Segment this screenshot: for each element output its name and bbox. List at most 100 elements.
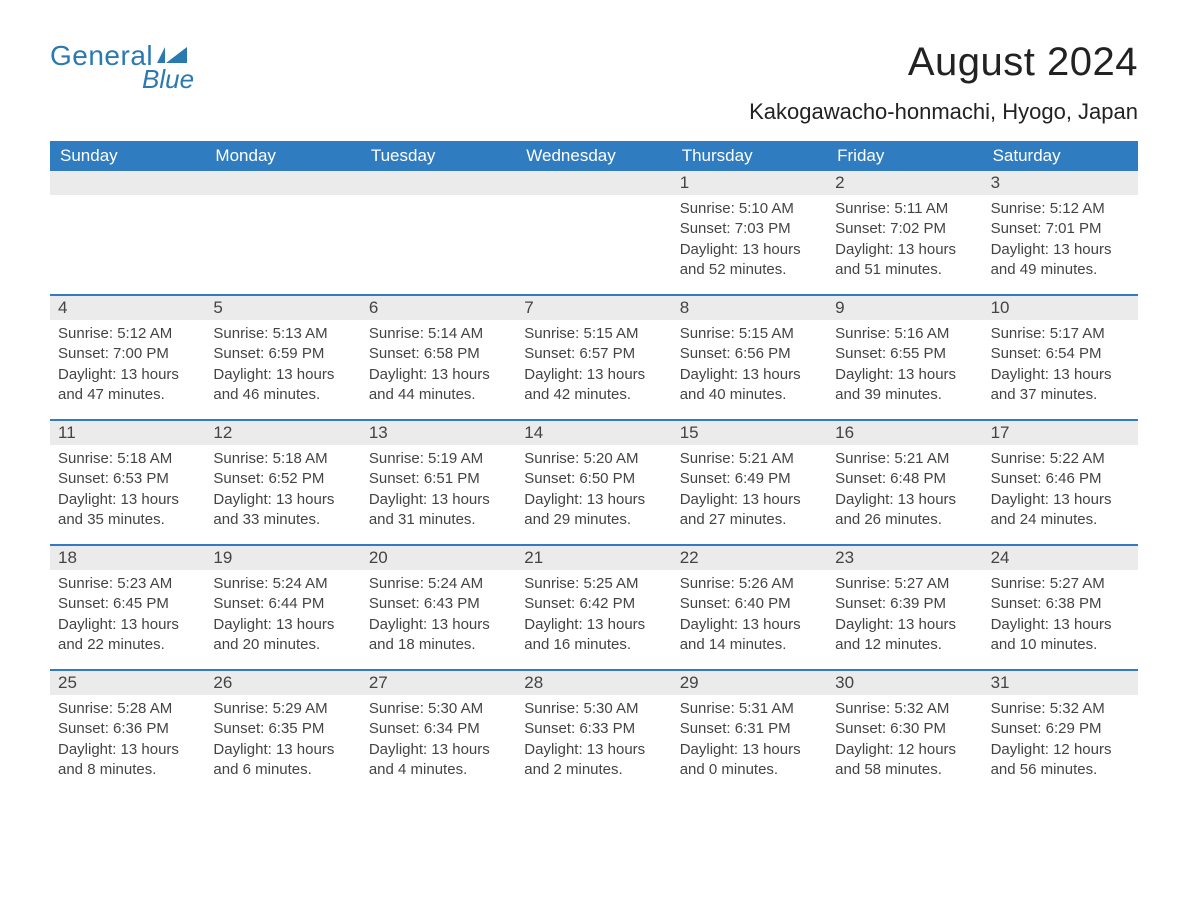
cell-body: Sunrise: 5:24 AMSunset: 6:43 PMDaylight:… bbox=[361, 570, 516, 669]
sunrise-text: Sunrise: 5:24 AM bbox=[369, 574, 508, 594]
date-number: 12 bbox=[205, 421, 360, 445]
calendar-cell: 14Sunrise: 5:20 AMSunset: 6:50 PMDayligh… bbox=[516, 421, 671, 544]
calendar-cell: 19Sunrise: 5:24 AMSunset: 6:44 PMDayligh… bbox=[205, 546, 360, 669]
sunrise-text: Sunrise: 5:17 AM bbox=[991, 324, 1130, 344]
calendar-cell: 7Sunrise: 5:15 AMSunset: 6:57 PMDaylight… bbox=[516, 296, 671, 419]
sunrise-text: Sunrise: 5:32 AM bbox=[835, 699, 974, 719]
sunrise-text: Sunrise: 5:21 AM bbox=[680, 449, 819, 469]
sunrise-text: Sunrise: 5:16 AM bbox=[835, 324, 974, 344]
sunset-text: Sunset: 7:03 PM bbox=[680, 219, 819, 239]
sunset-text: Sunset: 6:36 PM bbox=[58, 719, 197, 739]
day-header: Thursday bbox=[672, 141, 827, 171]
day-header: Friday bbox=[827, 141, 982, 171]
cell-body: Sunrise: 5:15 AMSunset: 6:56 PMDaylight:… bbox=[672, 320, 827, 419]
daylight-text: Daylight: 13 hours and 0 minutes. bbox=[680, 740, 819, 781]
date-number bbox=[205, 171, 360, 195]
date-number: 23 bbox=[827, 546, 982, 570]
cell-body: Sunrise: 5:19 AMSunset: 6:51 PMDaylight:… bbox=[361, 445, 516, 544]
sunset-text: Sunset: 6:57 PM bbox=[524, 344, 663, 364]
cell-body bbox=[50, 195, 205, 213]
daylight-text: Daylight: 13 hours and 40 minutes. bbox=[680, 365, 819, 406]
date-number: 30 bbox=[827, 671, 982, 695]
sunrise-text: Sunrise: 5:12 AM bbox=[991, 199, 1130, 219]
sunset-text: Sunset: 6:43 PM bbox=[369, 594, 508, 614]
date-number: 8 bbox=[672, 296, 827, 320]
cell-body: Sunrise: 5:21 AMSunset: 6:48 PMDaylight:… bbox=[827, 445, 982, 544]
day-header: Monday bbox=[205, 141, 360, 171]
sunset-text: Sunset: 6:33 PM bbox=[524, 719, 663, 739]
daylight-text: Daylight: 13 hours and 12 minutes. bbox=[835, 615, 974, 656]
calendar-cell: 28Sunrise: 5:30 AMSunset: 6:33 PMDayligh… bbox=[516, 671, 671, 794]
date-number: 17 bbox=[983, 421, 1138, 445]
sunrise-text: Sunrise: 5:22 AM bbox=[991, 449, 1130, 469]
calendar-cell: 8Sunrise: 5:15 AMSunset: 6:56 PMDaylight… bbox=[672, 296, 827, 419]
daylight-text: Daylight: 13 hours and 33 minutes. bbox=[213, 490, 352, 531]
daylight-text: Daylight: 13 hours and 46 minutes. bbox=[213, 365, 352, 406]
week-row: 18Sunrise: 5:23 AMSunset: 6:45 PMDayligh… bbox=[50, 544, 1138, 669]
cell-body: Sunrise: 5:12 AMSunset: 7:00 PMDaylight:… bbox=[50, 320, 205, 419]
cell-body: Sunrise: 5:15 AMSunset: 6:57 PMDaylight:… bbox=[516, 320, 671, 419]
sunset-text: Sunset: 7:01 PM bbox=[991, 219, 1130, 239]
date-number: 7 bbox=[516, 296, 671, 320]
sunrise-text: Sunrise: 5:27 AM bbox=[991, 574, 1130, 594]
cell-body: Sunrise: 5:32 AMSunset: 6:29 PMDaylight:… bbox=[983, 695, 1138, 794]
date-number: 6 bbox=[361, 296, 516, 320]
cell-body: Sunrise: 5:12 AMSunset: 7:01 PMDaylight:… bbox=[983, 195, 1138, 294]
date-number: 26 bbox=[205, 671, 360, 695]
sunset-text: Sunset: 6:56 PM bbox=[680, 344, 819, 364]
sunrise-text: Sunrise: 5:18 AM bbox=[58, 449, 197, 469]
sunset-text: Sunset: 6:44 PM bbox=[213, 594, 352, 614]
sunrise-text: Sunrise: 5:25 AM bbox=[524, 574, 663, 594]
sunset-text: Sunset: 6:29 PM bbox=[991, 719, 1130, 739]
cell-body: Sunrise: 5:27 AMSunset: 6:39 PMDaylight:… bbox=[827, 570, 982, 669]
sunrise-text: Sunrise: 5:30 AM bbox=[369, 699, 508, 719]
daylight-text: Daylight: 13 hours and 24 minutes. bbox=[991, 490, 1130, 531]
day-header: Saturday bbox=[983, 141, 1138, 171]
sunset-text: Sunset: 6:58 PM bbox=[369, 344, 508, 364]
daylight-text: Daylight: 13 hours and 27 minutes. bbox=[680, 490, 819, 531]
calendar-cell: 18Sunrise: 5:23 AMSunset: 6:45 PMDayligh… bbox=[50, 546, 205, 669]
date-number: 27 bbox=[361, 671, 516, 695]
calendar-cell bbox=[50, 171, 205, 294]
cell-body: Sunrise: 5:31 AMSunset: 6:31 PMDaylight:… bbox=[672, 695, 827, 794]
cell-body: Sunrise: 5:23 AMSunset: 6:45 PMDaylight:… bbox=[50, 570, 205, 669]
cell-body: Sunrise: 5:17 AMSunset: 6:54 PMDaylight:… bbox=[983, 320, 1138, 419]
calendar-cell: 29Sunrise: 5:31 AMSunset: 6:31 PMDayligh… bbox=[672, 671, 827, 794]
daylight-text: Daylight: 13 hours and 52 minutes. bbox=[680, 240, 819, 281]
daylight-text: Daylight: 13 hours and 44 minutes. bbox=[369, 365, 508, 406]
day-headers-row: Sunday Monday Tuesday Wednesday Thursday… bbox=[50, 141, 1138, 171]
daylight-text: Daylight: 13 hours and 4 minutes. bbox=[369, 740, 508, 781]
date-number: 4 bbox=[50, 296, 205, 320]
calendar-cell: 27Sunrise: 5:30 AMSunset: 6:34 PMDayligh… bbox=[361, 671, 516, 794]
sunrise-text: Sunrise: 5:20 AM bbox=[524, 449, 663, 469]
daylight-text: Daylight: 13 hours and 6 minutes. bbox=[213, 740, 352, 781]
sunrise-text: Sunrise: 5:29 AM bbox=[213, 699, 352, 719]
date-number: 9 bbox=[827, 296, 982, 320]
calendar-cell: 26Sunrise: 5:29 AMSunset: 6:35 PMDayligh… bbox=[205, 671, 360, 794]
sunrise-text: Sunrise: 5:27 AM bbox=[835, 574, 974, 594]
sunset-text: Sunset: 6:35 PM bbox=[213, 719, 352, 739]
daylight-text: Daylight: 13 hours and 31 minutes. bbox=[369, 490, 508, 531]
sunset-text: Sunset: 6:46 PM bbox=[991, 469, 1130, 489]
date-number: 15 bbox=[672, 421, 827, 445]
cell-body: Sunrise: 5:29 AMSunset: 6:35 PMDaylight:… bbox=[205, 695, 360, 794]
calendar-cell: 3Sunrise: 5:12 AMSunset: 7:01 PMDaylight… bbox=[983, 171, 1138, 294]
sunset-text: Sunset: 6:51 PM bbox=[369, 469, 508, 489]
sunrise-text: Sunrise: 5:15 AM bbox=[524, 324, 663, 344]
day-header: Sunday bbox=[50, 141, 205, 171]
calendar-cell: 25Sunrise: 5:28 AMSunset: 6:36 PMDayligh… bbox=[50, 671, 205, 794]
daylight-text: Daylight: 12 hours and 56 minutes. bbox=[991, 740, 1130, 781]
calendar-cell: 31Sunrise: 5:32 AMSunset: 6:29 PMDayligh… bbox=[983, 671, 1138, 794]
cell-body: Sunrise: 5:18 AMSunset: 6:53 PMDaylight:… bbox=[50, 445, 205, 544]
cell-body: Sunrise: 5:22 AMSunset: 6:46 PMDaylight:… bbox=[983, 445, 1138, 544]
daylight-text: Daylight: 13 hours and 18 minutes. bbox=[369, 615, 508, 656]
calendar-cell: 20Sunrise: 5:24 AMSunset: 6:43 PMDayligh… bbox=[361, 546, 516, 669]
cell-body: Sunrise: 5:13 AMSunset: 6:59 PMDaylight:… bbox=[205, 320, 360, 419]
sunset-text: Sunset: 6:53 PM bbox=[58, 469, 197, 489]
cell-body bbox=[516, 195, 671, 213]
cell-body: Sunrise: 5:30 AMSunset: 6:34 PMDaylight:… bbox=[361, 695, 516, 794]
sunset-text: Sunset: 6:40 PM bbox=[680, 594, 819, 614]
date-number: 28 bbox=[516, 671, 671, 695]
sunset-text: Sunset: 6:55 PM bbox=[835, 344, 974, 364]
cell-body: Sunrise: 5:10 AMSunset: 7:03 PMDaylight:… bbox=[672, 195, 827, 294]
